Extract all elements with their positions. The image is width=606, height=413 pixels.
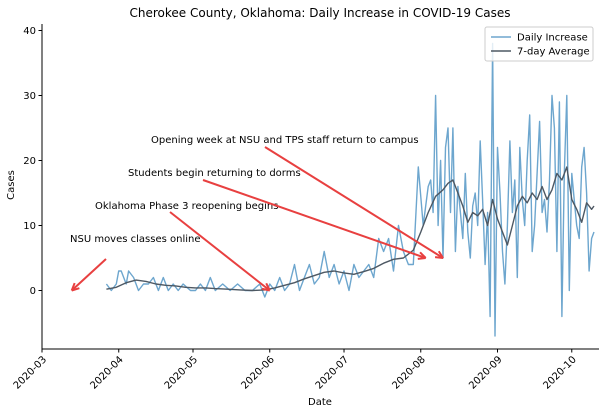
arrow-head (417, 251, 427, 260)
y-axis-label: Cases (6, 170, 17, 200)
seven-day-average-line (106, 166, 595, 292)
x-tick-label: 2020-04 (88, 354, 125, 391)
arrow-head (434, 250, 444, 259)
annotations: NSU moves classes online Oklahoma Phase 3… (70, 135, 444, 292)
arrow-shaft (71, 258, 107, 292)
arrow-shaft (169, 211, 271, 292)
legend-box (484, 26, 594, 62)
opening-week-arrow (264, 146, 444, 259)
arrow-head (70, 282, 80, 292)
annotation-opening-week: Opening week at NSU and TPS staff return… (151, 135, 419, 146)
y-tick-label: 0 (30, 286, 36, 297)
arrow-shaft (264, 146, 444, 259)
y-tick-label: 10 (23, 221, 36, 232)
annotation-phase3: Oklahoma Phase 3 reopening begins (95, 201, 278, 212)
y-tick-label: 20 (23, 156, 36, 167)
y-tick-label: 30 (23, 91, 36, 102)
legend-label-average: 7-day Average (517, 47, 590, 58)
y-tick-label: 40 (23, 26, 36, 37)
phase3-arrow (169, 211, 271, 292)
x-tick-label: 2020-05 (163, 354, 200, 391)
legend-label-daily: Daily Increase (517, 33, 588, 44)
chart-title: Cherokee County, Oklahoma: Daily Increas… (130, 6, 511, 20)
x-tick-label: 2020-03 (12, 354, 49, 391)
x-tick-label: 2020-09 (467, 354, 504, 391)
x-tick-label: 2020-06 (239, 354, 276, 391)
x-axis-label: Date (308, 397, 332, 408)
x-tick-label: 2020-07 (314, 354, 351, 391)
arrow-shaft (202, 179, 427, 259)
daily-increase-line (105, 42, 595, 337)
x-tick-label: 2020-10 (542, 354, 579, 391)
legend: Daily Increase 7-day Average (484, 26, 594, 62)
annotation-dorms: Students begin returning to dorms (128, 168, 301, 179)
x-tick-label: 2020-08 (390, 354, 427, 391)
plot-area (105, 42, 595, 337)
annotation-nsu-online: NSU moves classes online (70, 234, 201, 245)
arrow-head (261, 282, 271, 292)
dorms-arrow (202, 179, 427, 260)
nsu-online-arrow (70, 258, 107, 292)
